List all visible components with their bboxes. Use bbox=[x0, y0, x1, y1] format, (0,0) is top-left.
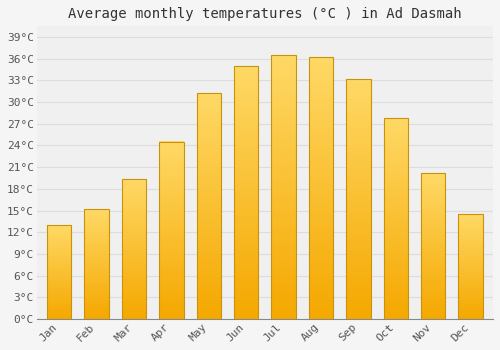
Bar bbox=[234, 66, 258, 319]
Bar bbox=[196, 93, 221, 319]
Bar bbox=[346, 79, 370, 319]
Bar bbox=[384, 118, 408, 319]
Bar bbox=[159, 142, 184, 319]
Bar bbox=[47, 225, 72, 319]
Bar bbox=[122, 180, 146, 319]
Title: Average monthly temperatures (°C ) in Ad Dasmah: Average monthly temperatures (°C ) in Ad… bbox=[68, 7, 462, 21]
Bar bbox=[458, 214, 483, 319]
Bar bbox=[84, 209, 108, 319]
Bar bbox=[309, 57, 333, 319]
Bar bbox=[421, 173, 446, 319]
Bar bbox=[272, 55, 295, 319]
